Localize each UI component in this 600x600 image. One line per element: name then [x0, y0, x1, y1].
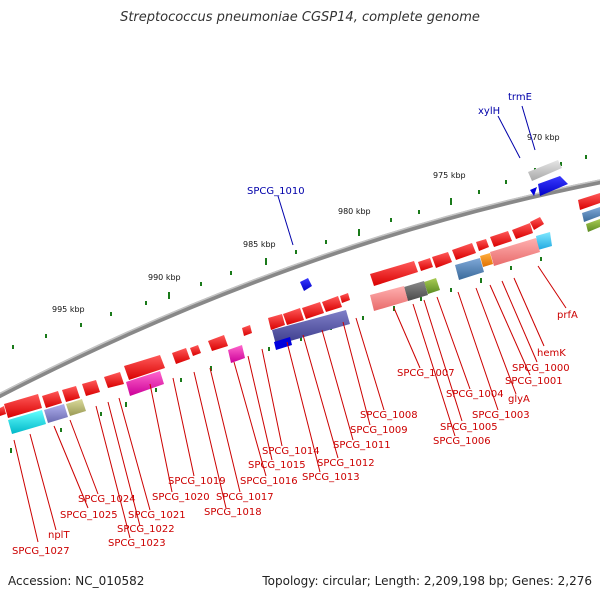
gene-label-SPCG_1007: SPCG_1007: [397, 368, 455, 379]
gene-label-SPCG_1001: SPCG_1001: [505, 376, 563, 387]
feature-l6: [4, 394, 42, 418]
gene-label-SPCG_1021: SPCG_1021: [128, 510, 186, 521]
feature-l5: [42, 391, 62, 408]
feature-small-blue: [530, 187, 537, 196]
feature-m3: [302, 302, 324, 319]
gene-label-SPCG_1003: SPCG_1003: [472, 410, 530, 421]
SPCG_1009-feature: [274, 337, 292, 350]
gene-label-SPCG_1004: SPCG_1004: [446, 389, 504, 400]
gene-label-SPCG_1023: SPCG_1023: [108, 538, 166, 549]
feature-l2: [104, 372, 124, 388]
leaders-top: [277, 105, 536, 246]
features-forward: [300, 160, 568, 291]
feature-l4: [62, 386, 80, 402]
feature-m7: [208, 335, 228, 351]
feature-m1: [340, 293, 350, 303]
feature-r5: [452, 243, 476, 260]
feature-right-red: [578, 193, 600, 210]
gene-label-SPCG_1006: SPCG_1006: [433, 436, 491, 447]
gene-label-SPCG_1015: SPCG_1015: [248, 460, 306, 471]
gene-label-glyA: glyA: [508, 394, 530, 405]
gene-label-SPCG_1016: SPCG_1016: [240, 476, 298, 487]
feature-right-steel: [582, 207, 600, 222]
gene-label-SPCG_1010: SPCG_1010: [247, 186, 305, 197]
feature-orange: [480, 253, 493, 267]
feature-r8: [370, 261, 418, 286]
hemK-feature: [490, 238, 540, 266]
gene-label-SPCG_1008: SPCG_1008: [360, 410, 418, 421]
SPCG_1010-feature: [300, 278, 312, 291]
SPCG_1016-feature: [228, 345, 245, 363]
tick-label-970: 970 kbp: [527, 133, 560, 142]
SPCG_1020-feature: [126, 371, 164, 396]
feature-m4: [283, 308, 304, 325]
features-reverse: [0, 193, 600, 434]
tick-label-980: 980 kbp: [338, 207, 371, 216]
tick-label-975: 975 kbp: [433, 171, 466, 180]
leaders-bottom: [13, 265, 567, 543]
feature-l3: [82, 380, 100, 396]
gene-label-SPCG_1011: SPCG_1011: [333, 440, 391, 451]
gene-label-SPCG_1014: SPCG_1014: [262, 446, 320, 457]
feature-m9: [172, 348, 190, 364]
trmE-feature: [528, 160, 562, 181]
gene-label-nplT: nplT: [48, 530, 70, 541]
gene-label-SPCG_1012: SPCG_1012: [317, 458, 375, 469]
feature-r2: [512, 223, 533, 239]
SPCG_1008-feature: [272, 310, 350, 345]
gene-label-SPCG_1025: SPCG_1025: [60, 510, 118, 521]
genome-backbone: [0, 179, 600, 399]
gene-label-SPCG_1000: SPCG_1000: [512, 363, 570, 374]
topology-summary: Topology: circular; Length: 2,209,198 bp…: [262, 574, 592, 588]
gene-label-SPCG_1022: SPCG_1022: [117, 524, 175, 535]
gene-label-xylH: xylH: [478, 106, 500, 117]
tick-label-995: 995 kbp: [52, 305, 85, 314]
SPCG_1007-feature: [370, 286, 408, 311]
accession-label: Accession: NC_010582: [8, 574, 145, 588]
gene-label-SPCG_1020: SPCG_1020: [152, 492, 210, 503]
feature-m5: [268, 314, 285, 330]
gene-label-SPCG_1009: SPCG_1009: [350, 425, 408, 436]
gene-label-SPCG_1024: SPCG_1024: [78, 494, 136, 505]
feature-r3: [490, 231, 512, 247]
nplT-feature: [8, 410, 46, 434]
feature-l7: [0, 406, 6, 416]
gene-label-SPCG_1017: SPCG_1017: [216, 492, 274, 503]
gene-label-prfA: prfA: [557, 310, 578, 321]
gene-label-hemK: hemK: [537, 348, 566, 359]
feature-m8: [190, 345, 201, 356]
SPCG_1024-feature: [66, 399, 86, 416]
xylH-feature: [538, 176, 568, 196]
gene-label-trmE: trmE: [508, 92, 532, 103]
tick-label-985: 985 kbp: [243, 240, 276, 249]
feature-r6: [432, 252, 452, 268]
SPCG_1005-feature: [404, 281, 428, 301]
prfA-feature: [536, 232, 552, 250]
feature-r1: [530, 217, 544, 230]
gene-label-SPCG_1027: SPCG_1027: [12, 546, 70, 557]
tick-label-990: 990 kbp: [148, 273, 181, 282]
SPCG_1006-feature: [424, 278, 440, 294]
feature-r4: [476, 239, 489, 251]
feature-m2: [322, 296, 342, 312]
map-title: Streptococcus pneumoniae CGSP14, complet…: [120, 10, 480, 25]
gene-label-SPCG_1019: SPCG_1019: [168, 476, 226, 487]
feature-l1: [124, 355, 165, 380]
SPCG_1025-feature: [44, 404, 68, 423]
glyA-feature: [455, 258, 484, 280]
gene-label-SPCG_1013: SPCG_1013: [302, 472, 360, 483]
feature-right-olive: [586, 219, 600, 232]
gene-label-SPCG_1018: SPCG_1018: [204, 507, 262, 518]
gene-label-SPCG_1005: SPCG_1005: [440, 422, 498, 433]
feature-m6: [242, 325, 252, 336]
tick-ruler-outer: [12, 155, 587, 349]
feature-r7: [418, 258, 433, 271]
genome-backbone-highlight: [0, 179, 600, 395]
